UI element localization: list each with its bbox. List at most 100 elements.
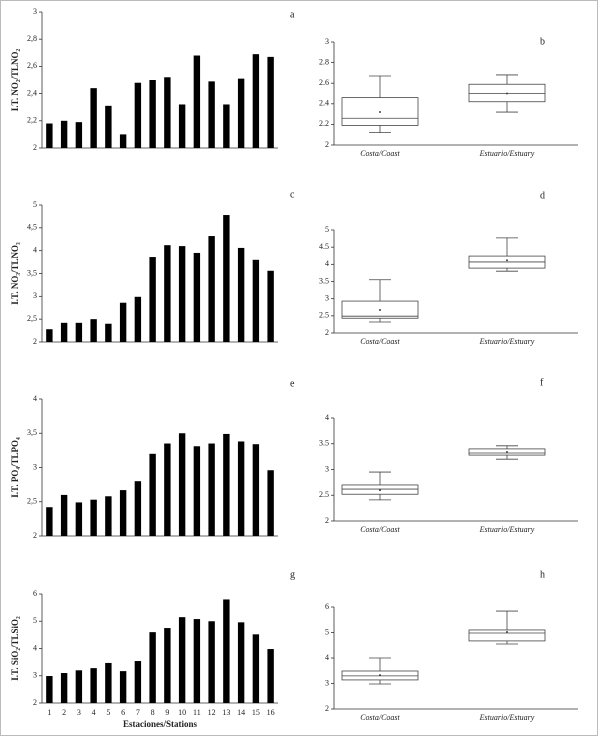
bar (60, 120, 68, 148)
bar (178, 617, 186, 703)
bar (252, 259, 260, 342)
bar (75, 122, 83, 148)
x-tick-label: Estuario/Estuary (479, 713, 535, 722)
panel-label: f (540, 377, 544, 388)
y-axis-label: I.T. SiO₂/TLSiO₂ (10, 616, 20, 681)
y-tick-label: 4 (325, 259, 329, 268)
y-tick-label: 3 (33, 671, 37, 680)
y-tick-label: 2 (33, 698, 37, 707)
bar (208, 81, 215, 148)
panel-label: b (540, 36, 545, 47)
x-tick-label: 5 (106, 708, 110, 717)
y-tick-label: 2.2 (319, 119, 329, 128)
y-tick-label: 6 (33, 589, 37, 598)
y-tick-label: 2 (325, 328, 329, 337)
bar (134, 481, 142, 536)
bar (208, 236, 215, 342)
x-tick-label: 13 (222, 708, 230, 717)
x-tick-label: 10 (178, 708, 186, 717)
y-tick-label: 3.5 (319, 439, 329, 448)
bar (134, 661, 142, 703)
x-tick-label: Costa/Coast (360, 337, 400, 346)
bar (119, 490, 127, 536)
y-tick-label: 2 (33, 337, 37, 346)
bar (178, 246, 186, 342)
y-tick-label: 3 (33, 7, 37, 16)
bar (90, 319, 97, 342)
mean (506, 630, 508, 633)
bar (105, 496, 112, 536)
bar (223, 433, 230, 536)
bar (252, 444, 260, 536)
x-tick-label: 4 (92, 708, 96, 717)
y-tick-label: 2 (33, 143, 37, 152)
bar (237, 247, 245, 342)
bar (149, 80, 156, 148)
y-tick-label: 4.5 (319, 242, 329, 251)
bar (75, 322, 83, 342)
y-tick-label: 2.5 (319, 490, 329, 499)
y-tick-label: 2,5 (27, 314, 37, 323)
y-tick-label: 2.4 (319, 99, 329, 108)
bar (90, 88, 97, 148)
bar (178, 104, 186, 148)
panel-label: a (290, 9, 295, 20)
bar (46, 123, 53, 148)
bar (75, 670, 83, 703)
x-tick-label: 9 (165, 708, 169, 717)
bar (237, 441, 245, 536)
bar (223, 599, 230, 703)
bar (75, 502, 83, 536)
y-tick-label: 2 (325, 704, 329, 713)
bar (46, 507, 53, 536)
x-tick-label: 3 (77, 708, 81, 717)
bar (46, 676, 53, 703)
bar (90, 668, 97, 703)
bar (134, 82, 142, 148)
y-tick-label: 3 (325, 464, 329, 473)
y-tick-label: 5 (325, 225, 329, 234)
y-axis-label: I.T. NO₃/TLNO₃ (10, 242, 20, 305)
bar (208, 443, 215, 536)
bar (164, 77, 171, 148)
bar (164, 443, 171, 536)
bar (119, 302, 127, 342)
bar (46, 329, 53, 342)
y-tick-label: 5 (33, 616, 37, 625)
y-tick-label: 3 (325, 293, 329, 302)
bar (105, 323, 112, 342)
x-tick-label: 6 (121, 708, 125, 717)
box (468, 629, 546, 642)
bar (193, 252, 201, 342)
y-tick-label: 6 (325, 602, 329, 611)
bar (178, 433, 186, 536)
bar (149, 453, 156, 536)
y-tick-label: 5 (325, 627, 329, 636)
bar (193, 55, 201, 148)
y-tick-label: 2,4 (27, 88, 37, 97)
x-tick-label: 8 (151, 708, 155, 717)
y-tick-label: 2.6 (319, 78, 329, 87)
bar (105, 105, 112, 148)
mean (379, 489, 381, 492)
bar (267, 56, 274, 148)
bar (119, 671, 127, 703)
bar (252, 54, 260, 148)
x-tick-label: 12 (208, 708, 216, 717)
y-tick-label: 4 (33, 394, 37, 403)
y-tick-label: 2,6 (27, 61, 37, 70)
bar (252, 634, 260, 703)
mean (506, 450, 508, 453)
x-tick-label: 14 (237, 708, 245, 717)
bar (119, 134, 127, 148)
x-tick-label: 1 (47, 708, 51, 717)
y-tick-label: 2,8 (27, 34, 37, 43)
panel-label: h (540, 569, 545, 580)
x-tick-label: Estuario/Estuary (479, 149, 535, 158)
bar (267, 470, 274, 536)
x-tick-label: Costa/Coast (360, 525, 400, 534)
bar (60, 494, 68, 536)
y-tick-label: 3 (33, 291, 37, 300)
x-tick-label: Costa/Coast (360, 149, 400, 158)
